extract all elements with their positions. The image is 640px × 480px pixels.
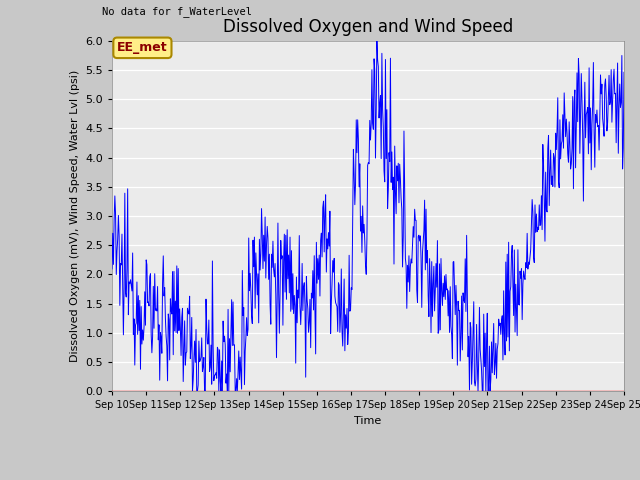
Text: No data for f_WaterLevel: No data for f_WaterLevel <box>102 6 252 17</box>
Y-axis label: Dissolved Oxygen (mV), Wind Speed, Water Lvl (psi): Dissolved Oxygen (mV), Wind Speed, Water… <box>70 70 79 362</box>
X-axis label: Time: Time <box>355 416 381 426</box>
Title: Dissolved Oxygen and Wind Speed: Dissolved Oxygen and Wind Speed <box>223 18 513 36</box>
Text: EE_met: EE_met <box>117 41 168 54</box>
